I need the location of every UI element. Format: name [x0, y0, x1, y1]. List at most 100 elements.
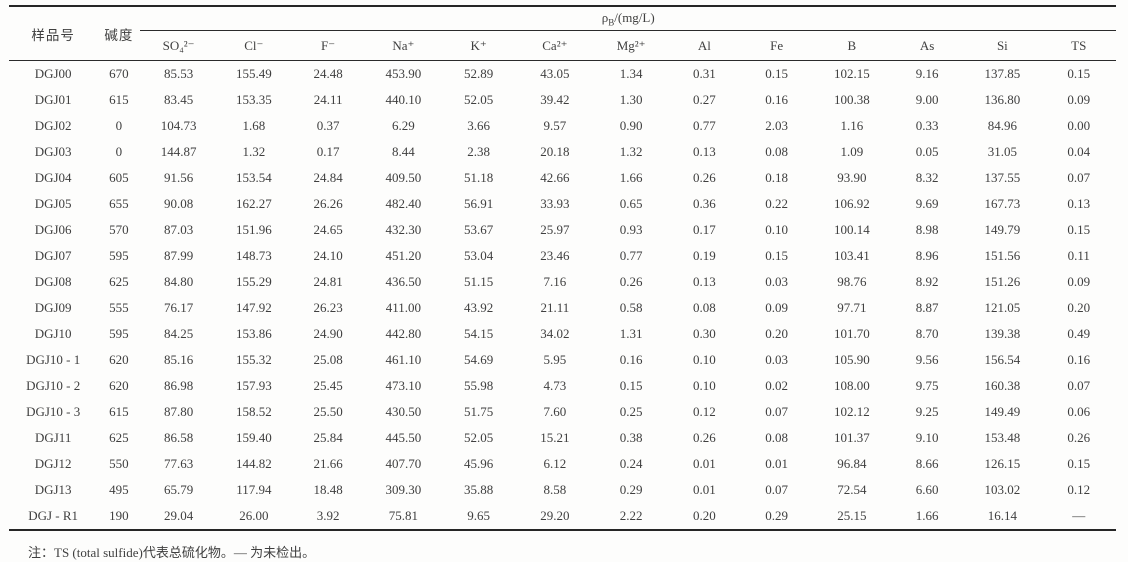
value-cell: 156.54	[984, 352, 1021, 367]
value-cell: 482.40	[385, 196, 422, 211]
value-cell: 0.13	[692, 274, 716, 289]
value-cell: 0.38	[619, 430, 643, 445]
value-cell: 0.27	[692, 92, 716, 107]
header-ion: Na⁺	[365, 30, 442, 61]
value-cell: 85.16	[163, 352, 194, 367]
value-cell: 2.38	[467, 144, 490, 159]
value-cell: 87.03	[163, 222, 194, 237]
value-cell: 6.29	[391, 118, 415, 133]
value-cell: 0.13	[692, 144, 716, 159]
value-cell: 0.07	[1067, 378, 1091, 393]
table-row: DGJ10 - 3 615 87.80 158.52 25.50 430.50 51.75 7…	[9, 399, 1116, 425]
alkalinity-cell: 495	[109, 482, 129, 497]
value-cell: 0.26	[692, 170, 716, 185]
value-cell: 0.29	[619, 482, 643, 497]
value-cell: 0.37	[316, 118, 340, 133]
value-cell: 8.87	[915, 300, 939, 315]
value-cell: 83.45	[163, 92, 194, 107]
value-cell: 105.90	[833, 352, 870, 367]
header-mass-concentration: ρB/(mg/L)	[140, 6, 1116, 31]
value-cell: 84.80	[163, 274, 194, 289]
value-cell: 9.25	[915, 404, 939, 419]
value-cell: 159.40	[235, 430, 272, 445]
value-cell: 75.81	[388, 508, 418, 523]
header-ion: Mg²⁺	[593, 30, 669, 61]
sample-id-cell: DGJ10	[34, 326, 72, 341]
value-cell: 8.32	[915, 170, 939, 185]
value-cell: 1.32	[619, 144, 643, 159]
value-cell: 108.00	[833, 378, 870, 393]
sample-id-cell: DGJ03	[34, 144, 72, 159]
value-cell: 0.10	[765, 222, 788, 237]
sample-id-cell: DGJ10 - 3	[26, 404, 81, 419]
value-cell: 53.67	[463, 222, 494, 237]
value-cell: 160.38	[984, 378, 1021, 393]
alkalinity-cell: 570	[109, 222, 129, 237]
alkalinity-cell: 620	[109, 352, 129, 367]
table-row: DGJ12 550 77.63 144.82 21.66 407.70 45.96 6.12 0…	[9, 451, 1116, 477]
value-cell: 21.66	[313, 456, 343, 471]
value-cell: 103.41	[833, 248, 870, 263]
value-cell: 0.16	[1067, 352, 1091, 367]
value-cell: 148.73	[235, 248, 272, 263]
sample-id-cell: DGJ09	[34, 300, 72, 315]
value-cell: 0.02	[765, 378, 788, 393]
value-cell: 34.02	[540, 326, 570, 341]
alkalinity-cell: 615	[109, 92, 129, 107]
value-cell: 151.96	[235, 222, 272, 237]
table-row: DGJ03 0 144.87 1.32 0.17 8.44 2.38 20.18 1.32 0.1…	[9, 139, 1116, 165]
table-note: 注：TS (total sulfide)代表总硫化物。— 为未检出。	[28, 545, 316, 560]
value-cell: 473.10	[385, 378, 422, 393]
value-cell: 0.77	[692, 118, 716, 133]
value-cell: 432.30	[385, 222, 422, 237]
value-cell: 96.84	[837, 456, 867, 471]
header-ion-row: SO₄²⁻ Cl⁻ F⁻ Na⁺ K⁺ Ca²⁺ Mg²⁺ Al Fe B As Si TS	[9, 30, 1116, 61]
value-cell: 445.50	[385, 430, 422, 445]
value-cell: 407.70	[385, 456, 422, 471]
value-cell: 52.89	[463, 66, 494, 81]
value-cell: 24.11	[313, 92, 343, 107]
value-cell: 153.48	[984, 430, 1021, 445]
value-cell: 2.22	[619, 508, 643, 523]
value-cell: 126.15	[984, 456, 1021, 471]
value-cell: 0.03	[765, 352, 788, 367]
value-cell: 9.10	[915, 430, 939, 445]
value-cell: 409.50	[385, 170, 422, 185]
value-cell: 9.69	[915, 196, 939, 211]
table-row: DGJ10 - 2 620 86.98 157.93 25.45 473.10 55.98 4…	[9, 373, 1116, 399]
value-cell: 100.38	[833, 92, 870, 107]
table-row: DGJ10 - 1 620 85.16 155.32 25.08 461.10 54.69 5…	[9, 347, 1116, 373]
value-cell: 0.15	[619, 378, 643, 393]
value-cell: 144.87	[160, 144, 197, 159]
value-cell: 25.08	[313, 352, 343, 367]
value-cell: 157.93	[235, 378, 272, 393]
ion-concentration-table: 样品号 碱度 ρB/(mg/L) SO₄²⁻ Cl⁻ F⁻ Na⁺ K⁺ Ca²⁺ Mg²⁺…	[9, 5, 1116, 531]
value-cell: 24.84	[313, 170, 343, 185]
value-cell: 43.92	[463, 300, 494, 315]
value-cell: 24.65	[313, 222, 343, 237]
value-cell: 25.84	[313, 430, 343, 445]
value-cell: 21.11	[540, 300, 570, 315]
value-cell: 0.04	[1067, 144, 1091, 159]
value-cell: 8.92	[915, 274, 939, 289]
value-cell: 0.01	[692, 456, 716, 471]
value-cell: 53.04	[463, 248, 494, 263]
sample-id-cell: DGJ08	[34, 274, 72, 289]
value-cell: 155.49	[235, 66, 272, 81]
value-cell: 86.98	[163, 378, 194, 393]
value-cell: 0.13	[1067, 196, 1091, 211]
value-cell: 8.96	[915, 248, 939, 263]
value-cell: 9.57	[543, 118, 567, 133]
value-cell: 72.54	[837, 482, 867, 497]
value-cell: 33.93	[540, 196, 570, 211]
value-cell: 461.10	[385, 352, 422, 367]
value-cell: 87.99	[163, 248, 194, 263]
value-cell: 1.32	[242, 144, 266, 159]
value-cell: 20.18	[540, 144, 570, 159]
value-cell: 8.98	[915, 222, 939, 237]
value-cell: 91.56	[163, 170, 194, 185]
header-ion: Ca²⁺	[515, 30, 594, 61]
table-row: DGJ08 625 84.80 155.29 24.81 436.50 51.15 7.16 0…	[9, 269, 1116, 295]
header-ion: Si	[963, 30, 1042, 61]
alkalinity-cell: 595	[109, 248, 129, 263]
